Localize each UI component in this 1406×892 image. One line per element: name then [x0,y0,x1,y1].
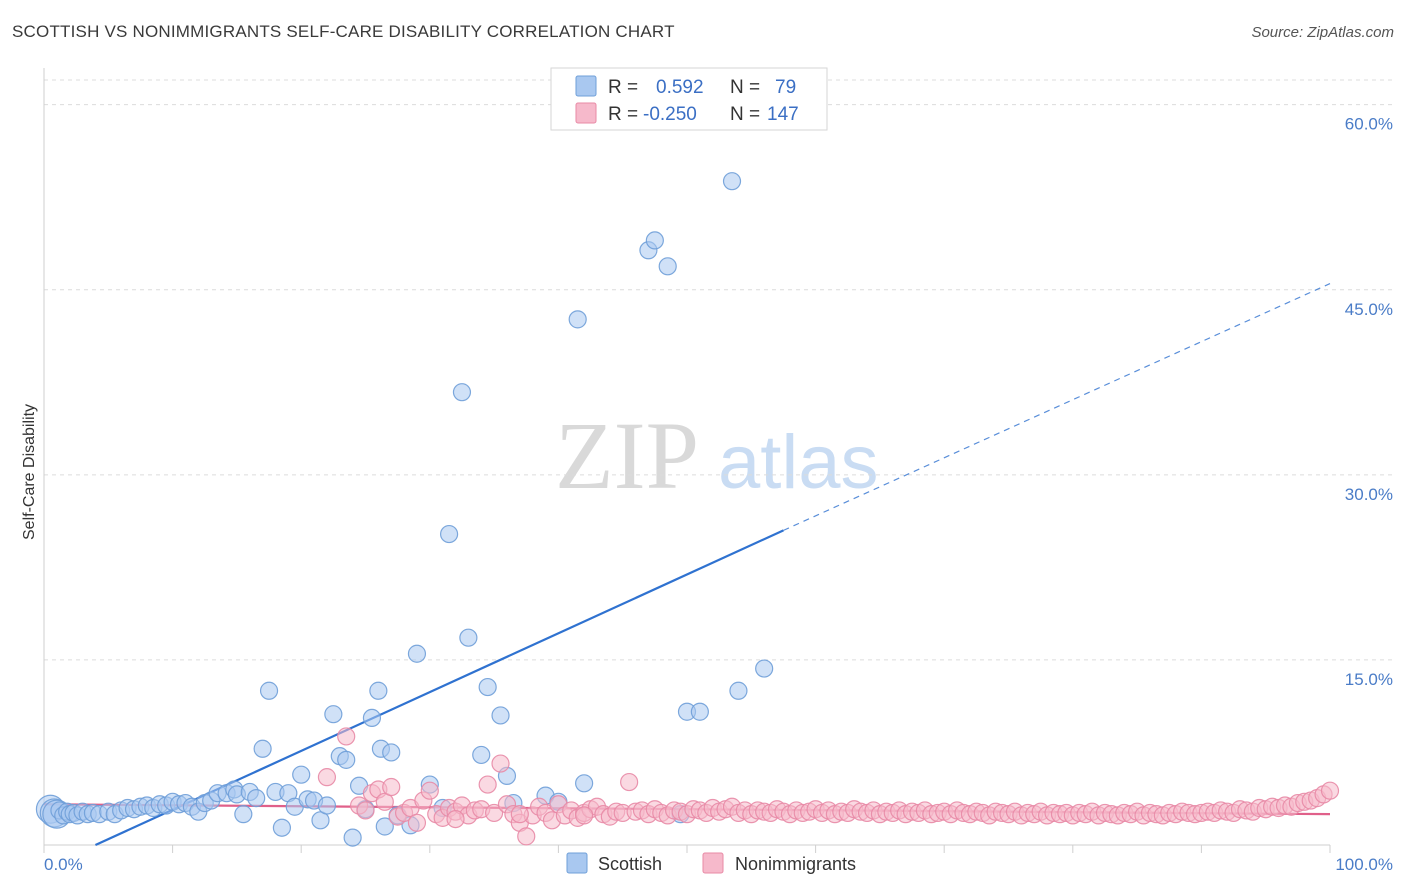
scottish-point [272,818,292,837]
nonimmigrants-point [382,777,401,797]
scottish-trend-extension [783,283,1331,531]
scottish-point [317,796,337,815]
nonimmigrants-point [620,772,639,792]
legend-r-label-scottish: R = [608,77,638,98]
chart-title: SCOTTISH VS NONIMMIGRANTS SELF-CARE DISA… [12,22,675,41]
bottom-legend: Scottish Nonimmigrants [566,852,856,874]
legend-n-label-nonimmigrants: N = [730,104,760,125]
nonimmigrants-point [337,727,356,746]
scottish-point [259,681,279,700]
bottom-legend-label-nonimmigrants: Nonimmigrants [735,854,856,874]
scottish-point [439,524,459,544]
y-tick-label: 45.0% [1345,300,1393,319]
legend-r-value-scottish: 0.592 [656,77,704,98]
scottish-point [491,706,510,725]
top-legend: R = 0.592 N = 79 R = -0.250 N = 147 [550,67,828,131]
scottish-point [755,659,774,678]
nonimmigrants-point [446,809,465,829]
nonimmigrants-point [575,806,594,825]
legend-box [550,67,828,131]
nonimmigrants-point [420,781,439,800]
nonimmigrants-point [1320,781,1340,800]
scottish-point [575,774,594,793]
data-points [35,172,1340,847]
y-axis-label: Self-Care Disability [21,404,38,540]
legend-r-label-nonimmigrants: R = [608,104,638,125]
nonimmigrants-point [510,805,529,824]
legend-swatch-nonimmigrants [575,102,597,124]
scottish-point [292,765,311,784]
scottish-point [234,805,253,824]
y-tick-label: 15.0% [1345,670,1393,689]
legend-r-value-nonimmigrants: -0.250 [643,104,697,125]
legend-n-value-scottish: 79 [775,77,796,98]
bottom-legend-swatch-nonimmigrants [702,852,724,874]
scottish-point [324,705,343,724]
nonimmigrants-point [407,813,427,832]
scottish-point [407,644,427,663]
scottish-point [337,750,356,769]
nonimmigrants-point [491,754,510,773]
x-tick-label: 0.0% [44,855,83,874]
scottish-point [452,383,472,402]
scottish-point [459,628,478,647]
trend-lines [43,283,1331,847]
scottish-point [568,310,587,329]
nonimmigrants-point [317,768,337,787]
y-tick-label: 30.0% [1345,485,1393,504]
scottish-point [658,257,677,276]
watermark-zip: ZIP [555,402,699,509]
scottish-point [369,681,388,700]
scottish-point [729,681,748,700]
grid [44,79,1392,661]
scottish-point [472,745,491,765]
nonimmigrants-point [478,775,497,794]
legend-n-label-scottish: N = [730,77,760,98]
ticks: 15.0% 30.0% 45.0% 60.0% 0.0% 100.0% [44,115,1393,874]
scottish-point [722,172,742,191]
nonimmigrants-point [485,803,504,823]
scottish-point [343,828,362,847]
scottish-point [382,743,401,762]
scottish-point [247,789,266,808]
scottish-point [375,817,394,836]
bottom-legend-swatch-scottish [566,852,588,874]
y-tick-label: 60.0% [1345,115,1393,134]
watermark-atlas: atlas [718,420,879,505]
bottom-legend-label-scottish: Scottish [598,854,662,874]
axes [43,68,1331,853]
scottish-point [645,231,664,250]
scottish-point [478,677,497,697]
scottish-point [690,702,709,721]
scottish-point [253,739,272,758]
legend-n-value-nonimmigrants: 147 [767,104,799,125]
nonimmigrants-point [356,801,375,820]
source-label: Source: ZipAtlas.com [1251,24,1394,41]
x-tick-label: 100.0% [1335,855,1393,874]
nonimmigrants-point [517,827,536,846]
scottish-point [362,708,382,728]
legend-swatch-scottish [575,75,597,97]
